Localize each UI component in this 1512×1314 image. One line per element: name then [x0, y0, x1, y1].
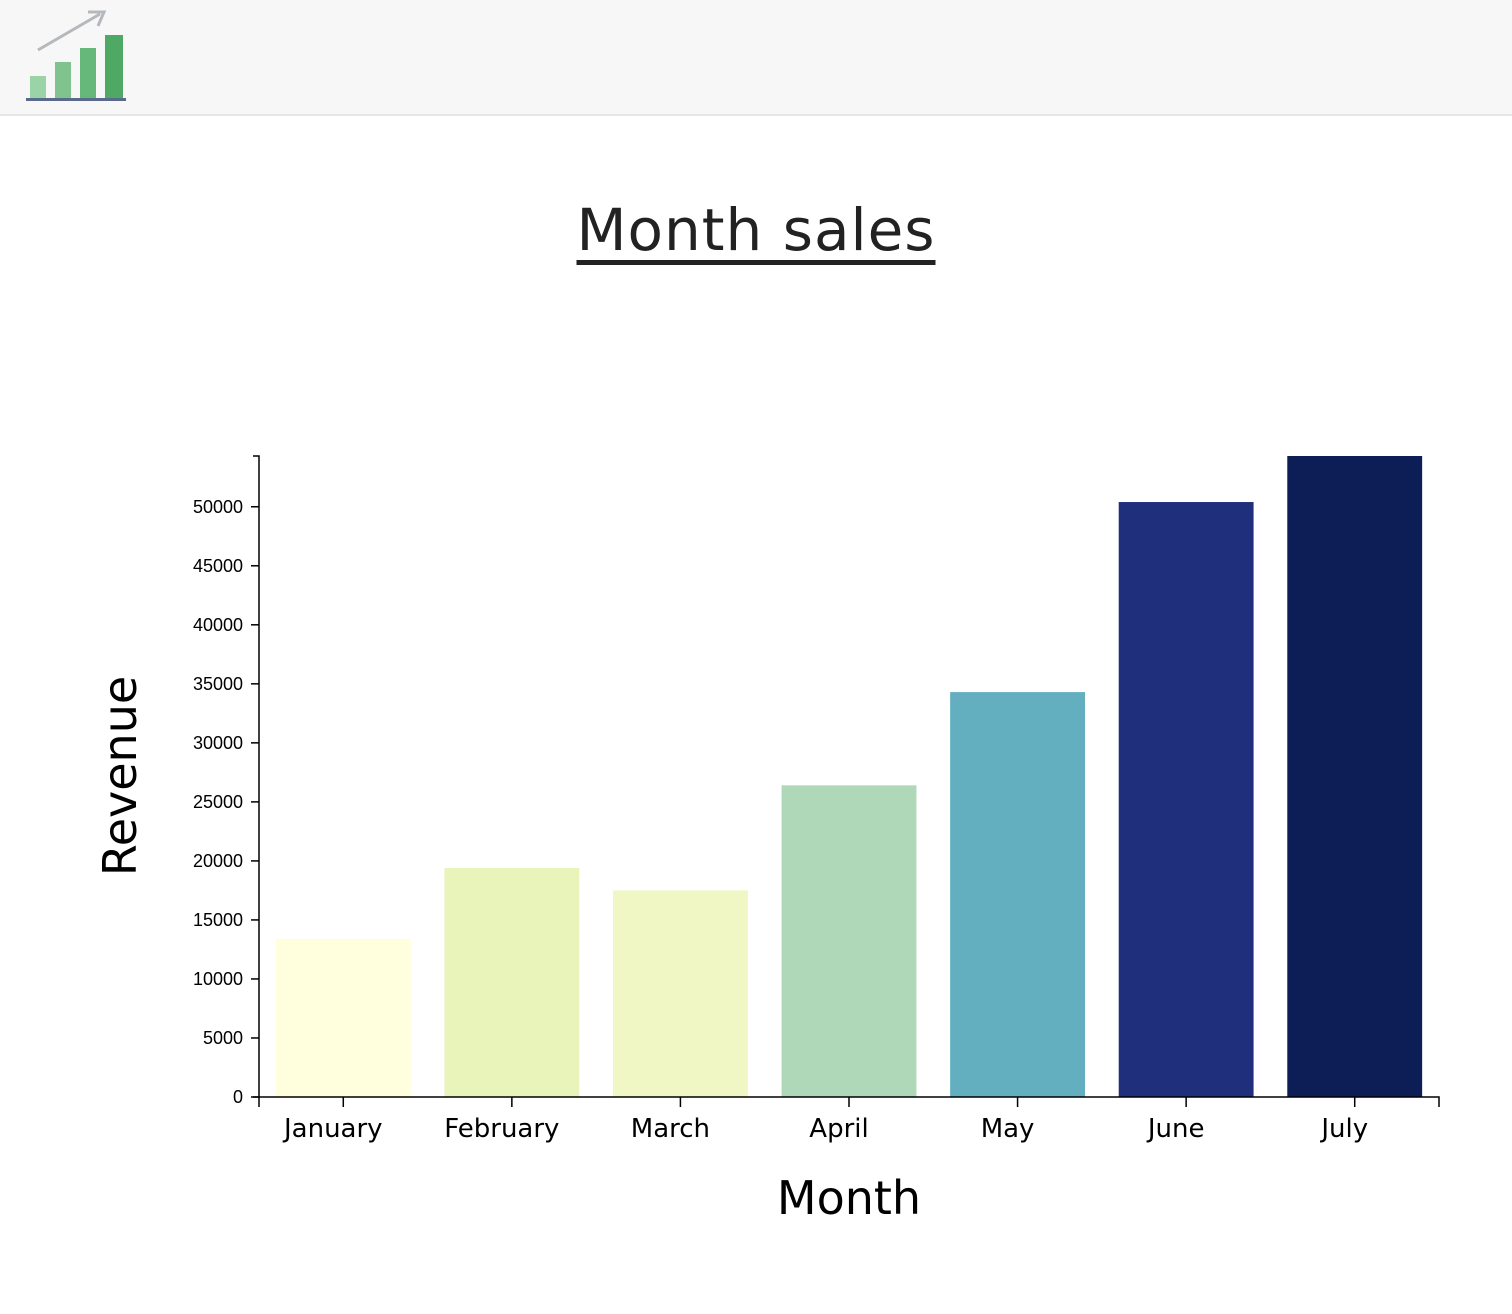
bar-may [950, 692, 1085, 1097]
x-tick-label-march: March [631, 1114, 710, 1144]
bar-chart-growth-icon[interactable] [24, 8, 130, 104]
y-tick-label: 20000 [193, 851, 243, 871]
y-tick-label: 10000 [193, 969, 243, 989]
x-tick-label-february: February [444, 1114, 559, 1144]
x-tick-label-april: April [809, 1114, 868, 1144]
y-axis-title: Revenue [93, 676, 147, 876]
y-tick-label: 0 [233, 1087, 243, 1107]
x-tick-label-may: May [981, 1114, 1035, 1144]
y-tick-label: 15000 [193, 910, 243, 930]
bar-april [781, 785, 917, 1097]
y-tick-label: 35000 [193, 674, 243, 694]
bar-january [275, 938, 411, 1097]
bar-june [1118, 502, 1254, 1097]
y-tick-label: 30000 [193, 733, 243, 753]
page-title: Month sales [576, 196, 936, 264]
bar-march [613, 890, 748, 1097]
x-tick-label-june: June [1146, 1114, 1205, 1144]
top-bar [0, 0, 1512, 116]
bar-july [1287, 456, 1423, 1097]
x-axis-title: Month [777, 1171, 921, 1225]
y-tick-label: 50000 [193, 497, 243, 517]
y-axis-line [253, 455, 260, 1098]
x-tick-label-january: January [282, 1114, 383, 1144]
bar-february [444, 867, 580, 1097]
y-tick-label: 25000 [193, 792, 243, 812]
y-tick-label: 5000 [203, 1028, 243, 1048]
y-tick-label: 40000 [193, 615, 243, 635]
x-tick-label-july: July [1319, 1114, 1368, 1144]
y-tick-label: 45000 [193, 556, 243, 576]
